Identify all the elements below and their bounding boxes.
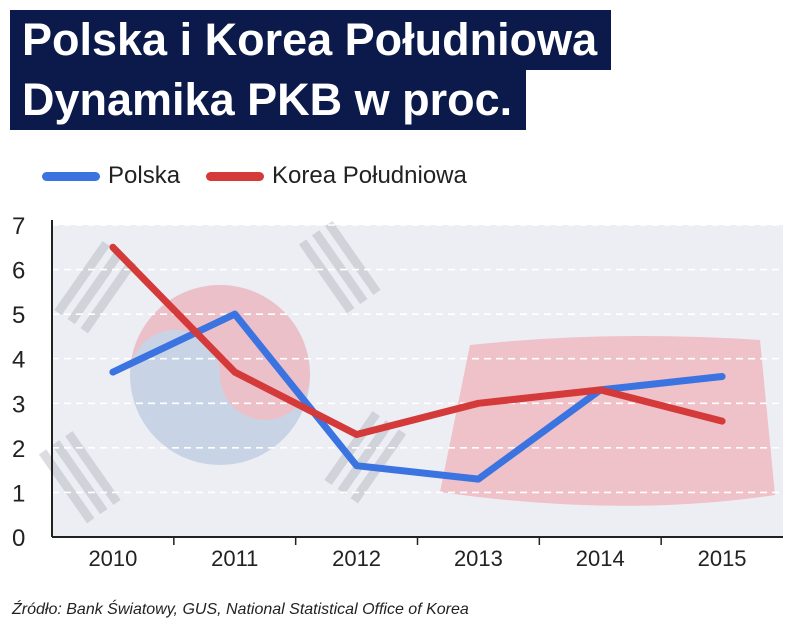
trigram-bar-decor xyxy=(337,420,394,495)
x-tick-label: 2012 xyxy=(332,546,381,571)
y-tick-label: 4 xyxy=(12,347,25,374)
trigram-bar-decor xyxy=(65,431,121,505)
source-note: Źródło: Bank Światowy, GUS, National Sta… xyxy=(12,601,469,618)
trigram-bar-decor xyxy=(51,440,108,515)
series-line-polska xyxy=(109,310,726,483)
line-chart: 0 1 2 3 4 5 6 7 2010 2011 2012 2013 2014 2015 xyxy=(12,213,783,571)
trigram-bar-decor xyxy=(311,230,368,305)
legend-label-korea: Korea Południowa xyxy=(272,162,467,189)
trigram-bar-decor xyxy=(298,239,355,314)
x-tick-label: 2010 xyxy=(88,546,137,571)
trigram-bar-decor xyxy=(325,221,381,295)
y-tick-label: 2 xyxy=(12,436,25,463)
y-tick-label: 0 xyxy=(12,525,25,552)
legend-item-polska: Polska xyxy=(42,162,180,190)
y-tick-label: 5 xyxy=(12,302,25,329)
chart-title: Polska i Korea Południowa Dynamika PKB w… xyxy=(10,10,612,130)
series-line-korea xyxy=(109,243,726,438)
y-tick-label: 1 xyxy=(12,480,25,507)
title-line-2: Dynamika PKB w proc. xyxy=(10,70,527,130)
x-tick-label: 2011 xyxy=(211,546,258,571)
legend-label-polska: Polska xyxy=(108,162,181,189)
y-tick-label: 7 xyxy=(12,213,25,240)
trigram-bar-decor xyxy=(67,250,124,325)
legend-swatch-polska xyxy=(42,171,100,181)
trigram-bar-decor xyxy=(54,241,110,315)
title-line-1: Polska i Korea Południowa xyxy=(10,10,612,70)
x-tick-label: 2013 xyxy=(454,546,503,571)
x-tick-label: 2014 xyxy=(576,546,625,571)
y-tick-label: 6 xyxy=(12,258,25,285)
legend: Polska Korea Południowa xyxy=(42,162,493,190)
y-tick-label: 3 xyxy=(12,391,25,418)
legend-item-korea: Korea Południowa xyxy=(206,162,467,190)
legend-swatch-korea xyxy=(206,171,265,181)
x-tick-label: 2015 xyxy=(698,546,747,571)
